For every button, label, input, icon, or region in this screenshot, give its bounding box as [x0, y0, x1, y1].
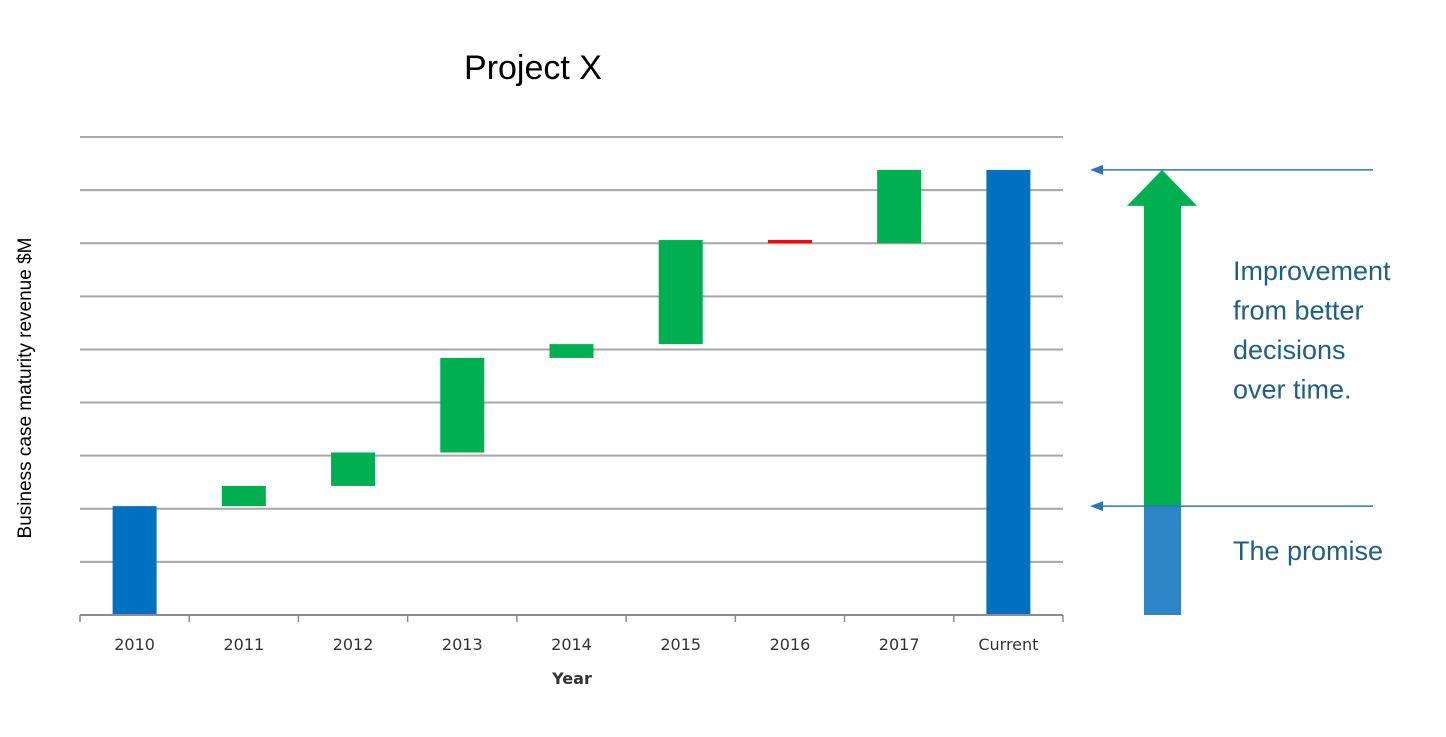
- improvement-text-line: over time.: [1233, 375, 1352, 405]
- bar-2015: [658, 240, 703, 345]
- bar-2011: [221, 485, 266, 507]
- x-tick-label: 2010: [114, 635, 155, 654]
- x-axis-label: Year: [551, 669, 592, 688]
- x-tick-label: 2011: [223, 635, 264, 654]
- x-tick-label: 2012: [333, 635, 374, 654]
- x-tick-label: 2014: [551, 635, 592, 654]
- top-pointer-arrow: [1090, 164, 1373, 175]
- promise-bar: [1144, 506, 1181, 615]
- y-axis-label: Business case maturity revenue $M: [15, 238, 36, 539]
- x-tick-label: Current: [978, 635, 1038, 654]
- bar-2010: [112, 506, 157, 615]
- promise-text: The promise: [1233, 536, 1383, 566]
- improvement-text-line: from better: [1233, 296, 1364, 326]
- bar-2016: [767, 240, 812, 244]
- improvement-text-line: Improvement: [1233, 256, 1391, 286]
- chart-title: Project X: [464, 49, 602, 87]
- x-tick-label: 2015: [660, 635, 701, 654]
- bar-2013: [440, 357, 485, 453]
- bar-2014: [549, 344, 594, 358]
- base-pointer-arrow: [1090, 501, 1373, 512]
- bar-current: [986, 169, 1031, 615]
- x-axis: 2010 2011 2012 2013 2014 2015 2016 2017 Current: [79, 614, 1064, 654]
- improvement-text-line: decisions: [1233, 335, 1346, 365]
- bars-group: [112, 169, 1031, 615]
- x-tick-label: 2013: [442, 635, 483, 654]
- annotation-group: Improvement from better decisions over time…: [1090, 164, 1391, 615]
- improvement-arrow: [1127, 169, 1197, 507]
- bar-2017: [877, 169, 922, 244]
- bar-2012: [331, 452, 376, 486]
- x-tick-label: 2016: [770, 635, 811, 654]
- x-tick-label: 2017: [879, 635, 920, 654]
